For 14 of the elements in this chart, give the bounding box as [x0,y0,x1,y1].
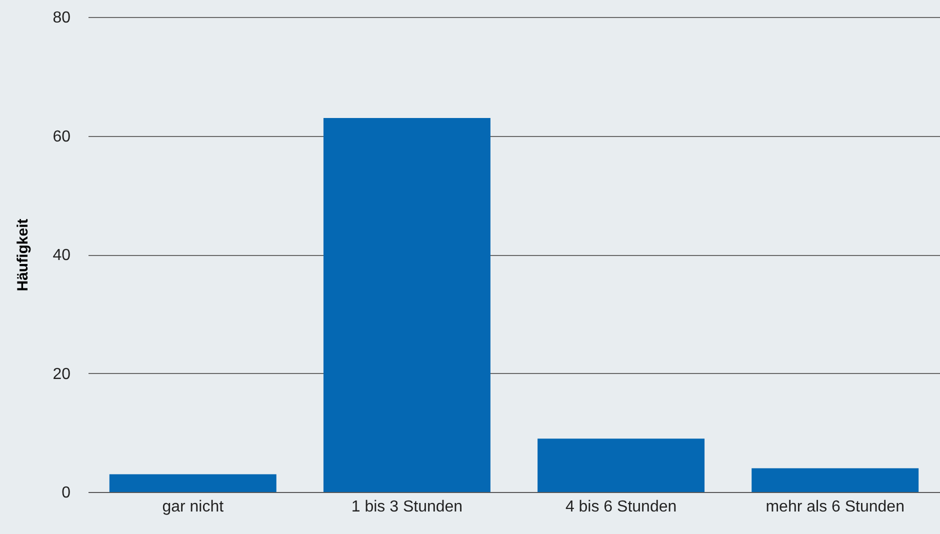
bar [109,474,276,492]
y-tick-label: 20 [52,366,71,383]
y-tick-label: 0 [62,484,71,502]
x-tick-label: 4 bis 6 Stunden [565,498,677,516]
x-tick-label: gar nicht [162,498,224,516]
bar [323,118,490,492]
y-axis-title: Häufigkeit [14,218,32,292]
y-tick-label: 40 [52,247,71,264]
bar [752,468,919,492]
y-tick-label: 80 [52,10,71,26]
x-tick-label: mehr als 6 Stunden [766,498,904,516]
y-tick-label: 60 [52,128,71,146]
x-tick-label: 1 bis 3 Stunden [351,498,463,516]
bar [538,438,705,492]
